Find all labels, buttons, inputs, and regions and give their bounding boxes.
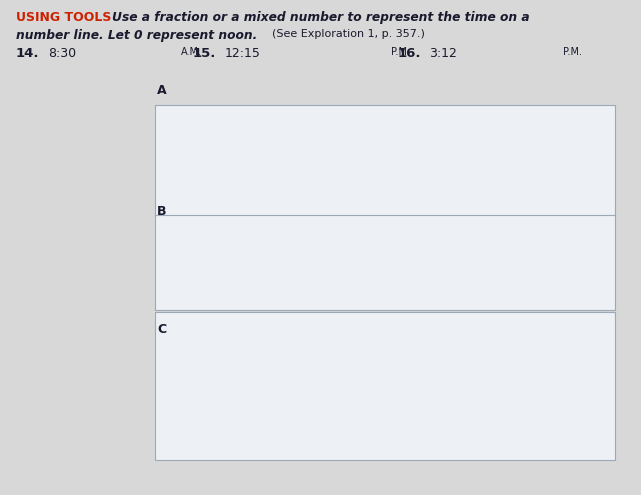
- Text: (See Exploration 1, p. 357.): (See Exploration 1, p. 357.): [272, 29, 425, 39]
- Text: -2: -2: [218, 178, 229, 188]
- Text: 0: 0: [388, 299, 394, 309]
- Text: 1: 1: [471, 178, 478, 188]
- Text: A.M.: A.M.: [181, 47, 203, 57]
- Text: 1: 1: [435, 423, 442, 433]
- Text: 3$\frac{1}{5}$: 3$\frac{1}{5}$: [535, 227, 551, 249]
- Text: 2: 2: [482, 423, 489, 433]
- Text: number line. Let 0 represent noon.: number line. Let 0 represent noon.: [16, 29, 257, 42]
- Text: -1: -1: [302, 178, 313, 188]
- Text: 1$\frac{1}{2}$: 1$\frac{1}{2}$: [510, 178, 524, 199]
- Text: 4: 4: [577, 423, 584, 433]
- Text: 0: 0: [388, 178, 394, 188]
- Text: 12:15: 12:15: [224, 47, 260, 60]
- Text: C: C: [157, 323, 166, 336]
- Text: A: A: [157, 84, 167, 97]
- Text: 15.: 15.: [192, 47, 215, 60]
- Text: -3: -3: [244, 299, 254, 309]
- Text: -4: -4: [196, 423, 207, 433]
- Text: 3:12: 3:12: [429, 47, 457, 60]
- Text: $\frac{1}{2}$: $\frac{1}{2}$: [429, 178, 437, 199]
- Text: 8:30: 8:30: [48, 47, 76, 60]
- Text: -1: -1: [338, 423, 349, 433]
- Text: 3: 3: [529, 299, 537, 309]
- Text: 0: 0: [388, 423, 394, 433]
- Text: 1: 1: [435, 299, 442, 309]
- Text: $-3\frac{1}{2}$: $-3\frac{1}{2}$: [212, 351, 238, 373]
- Text: -2: -2: [290, 423, 302, 433]
- Text: 2: 2: [555, 178, 562, 188]
- Text: 2: 2: [482, 299, 489, 309]
- Text: P.M.: P.M.: [563, 47, 582, 57]
- Text: B: B: [157, 205, 167, 218]
- Text: P.M.: P.M.: [391, 47, 410, 57]
- Text: 16.: 16.: [397, 47, 421, 60]
- Text: Use a fraction or a mixed number to represent the time on a: Use a fraction or a mixed number to repr…: [112, 11, 530, 24]
- Text: USING TOOLS: USING TOOLS: [16, 11, 112, 24]
- Text: 4: 4: [577, 299, 584, 309]
- Text: 3: 3: [529, 423, 537, 433]
- Text: -2: -2: [290, 299, 302, 309]
- Text: -1: -1: [338, 299, 349, 309]
- Text: -1$\frac{1}{2}$: -1$\frac{1}{2}$: [256, 178, 274, 199]
- Text: $\frac{1}{4}$: $\frac{1}{4}$: [408, 110, 416, 132]
- Text: -3: -3: [244, 423, 254, 433]
- Text: -4: -4: [196, 299, 207, 309]
- Text: $-\frac{1}{2}$: $-\frac{1}{2}$: [341, 178, 357, 199]
- Text: 14.: 14.: [16, 47, 40, 60]
